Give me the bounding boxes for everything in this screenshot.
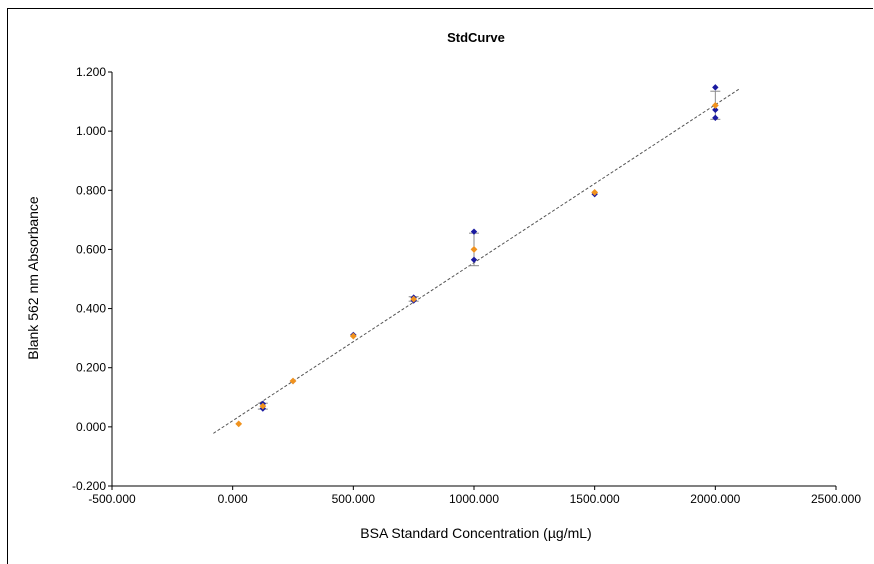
x-tick-label: 2000.000 <box>690 492 740 506</box>
x-tick-label: 500.000 <box>332 492 376 506</box>
y-tick-label: 0.200 <box>76 361 106 375</box>
replicate-point <box>712 106 719 114</box>
x-tick-label: -500.000 <box>88 492 136 506</box>
y-tick-label: 0.800 <box>76 183 106 197</box>
x-tick-label: 0.000 <box>218 492 248 506</box>
mean-point <box>470 246 478 253</box>
y-axis-label: Blank 562 nm Absorbance <box>25 196 41 360</box>
x-tick-label: 1000.000 <box>449 492 499 506</box>
x-axis-label: BSA Standard Concentration (µg/mL) <box>360 525 591 541</box>
plot-area: -0.200 0.000 0.200 0.400 0.600 0.800 1.000 1.20… <box>72 65 861 506</box>
mean-point <box>349 332 357 340</box>
y-tick-label: 1.000 <box>76 124 106 138</box>
mean-point <box>235 420 243 428</box>
y-tick-label: 0.000 <box>76 420 106 434</box>
mean-point <box>591 188 599 196</box>
mean-point <box>711 102 719 109</box>
mean-point <box>410 295 418 303</box>
y-tick-label: 0.600 <box>76 242 106 256</box>
y-tick-label: 1.200 <box>76 65 106 79</box>
replicate-point <box>712 84 719 91</box>
mean-point <box>289 377 297 385</box>
chart-title: StdCurve <box>447 30 505 45</box>
replicate-point <box>470 228 478 235</box>
x-tick-label: 2500.000 <box>811 492 861 506</box>
x-tick-label: 1500.000 <box>570 492 620 506</box>
replicate-point <box>470 256 478 263</box>
y-tick-label: 0.400 <box>76 302 106 316</box>
y-tick-label: -0.200 <box>72 479 106 493</box>
replicate-point <box>712 114 719 122</box>
mean-point <box>259 402 267 410</box>
chart-frame <box>7 8 873 564</box>
